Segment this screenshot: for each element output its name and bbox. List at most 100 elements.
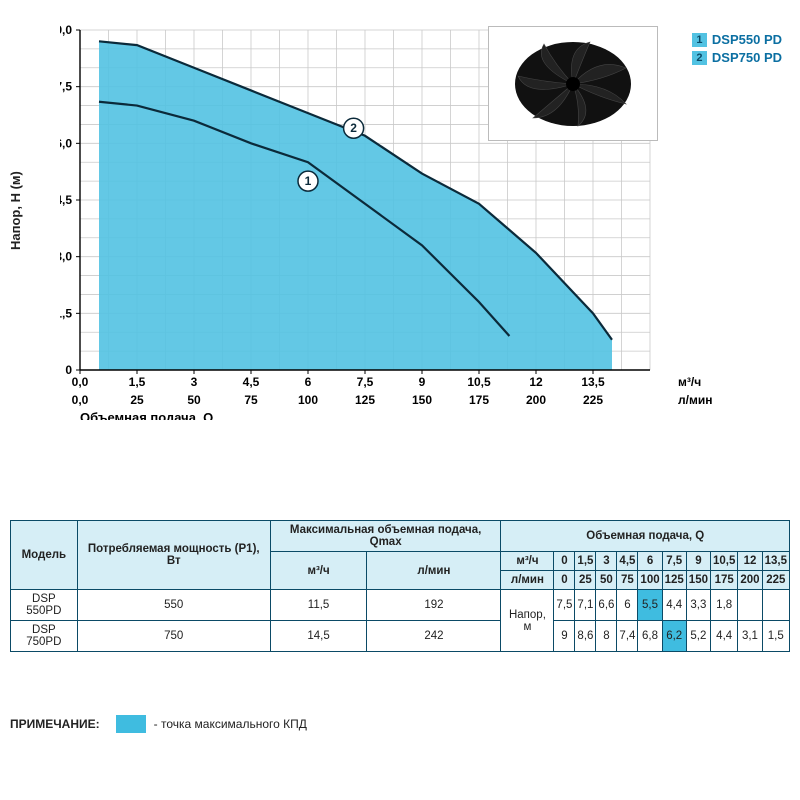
svg-text:150: 150 — [412, 393, 432, 407]
svg-text:л/мин: л/мин — [678, 393, 712, 407]
td-head-val: 3,3 — [686, 590, 710, 621]
th-m3h: м³/ч — [501, 552, 554, 571]
svg-text:12: 12 — [529, 375, 543, 389]
svg-text:125: 125 — [355, 393, 375, 407]
th-flow-lmin-val: 150 — [686, 571, 710, 590]
th-power: Потребляемая мощность (P1), Вт — [77, 521, 270, 590]
td-qmax-m3h: 11,5 — [270, 590, 367, 621]
td-head-val: 6,8 — [638, 621, 662, 652]
svg-text:9: 9 — [419, 375, 426, 389]
legend-num-1: 1 — [692, 33, 707, 47]
svg-text:25: 25 — [130, 393, 144, 407]
note-label: ПРИМЕЧАНИЕ: — [10, 717, 100, 731]
td-head-val: 9 — [554, 621, 575, 652]
svg-text:3,0: 3,0 — [60, 250, 72, 264]
note: ПРИМЕЧАНИЕ: - точка максимального КПД — [10, 715, 307, 733]
td-head-val: 4,4 — [710, 621, 737, 652]
svg-text:0,0: 0,0 — [72, 393, 89, 407]
note-text: - точка максимального КПД — [154, 717, 307, 731]
th-qmax: Максимальная объемная подача, Qmax — [270, 521, 501, 552]
th-qmax-lmin: л/мин — [367, 552, 501, 590]
td-head-val: 5,5 — [638, 590, 662, 621]
svg-text:3: 3 — [191, 375, 198, 389]
svg-text:100: 100 — [298, 393, 318, 407]
th-flow-lmin-val: 75 — [617, 571, 638, 590]
svg-text:9,0: 9,0 — [60, 23, 72, 37]
svg-text:6,0: 6,0 — [60, 136, 72, 150]
td-head-val: 6,2 — [662, 621, 686, 652]
svg-text:10,5: 10,5 — [467, 375, 491, 389]
th-flow-m3h-val: 6 — [638, 552, 662, 571]
svg-text:75: 75 — [244, 393, 258, 407]
td-head-val: 6,6 — [596, 590, 617, 621]
svg-text:7,5: 7,5 — [60, 80, 72, 94]
svg-text:м³/ч: м³/ч — [678, 375, 701, 389]
td-head-val — [762, 590, 789, 621]
th-flow-lmin-val: 50 — [596, 571, 617, 590]
th-model: Модель — [11, 521, 78, 590]
th-lmin: л/мин — [501, 571, 554, 590]
td-model: DSP 750PD — [11, 621, 78, 652]
th-flow-m3h-val: 9 — [686, 552, 710, 571]
th-flow-lmin-val: 125 — [662, 571, 686, 590]
svg-text:6: 6 — [305, 375, 312, 389]
td-qmax-lmin: 242 — [367, 621, 501, 652]
td-qmax-lmin: 192 — [367, 590, 501, 621]
th-flow-m3h-val: 3 — [596, 552, 617, 571]
note-swatch — [116, 715, 146, 733]
th-flow-m3h-val: 7,5 — [662, 552, 686, 571]
th-flow-m3h-val: 4,5 — [617, 552, 638, 571]
td-head-label: Напор, м — [501, 590, 554, 652]
th-flow-m3h-val: 0 — [554, 552, 575, 571]
svg-text:4,5: 4,5 — [60, 193, 72, 207]
legend-item-1: 1 DSP550 PD — [692, 32, 782, 47]
th-flow-lmin-val: 100 — [638, 571, 662, 590]
svg-text:1,5: 1,5 — [60, 306, 72, 320]
data-table: МодельПотребляемая мощность (P1), ВтМакс… — [10, 520, 790, 652]
th-flow-lmin-val: 200 — [738, 571, 762, 590]
y-axis-label: Напор, Н (м) — [8, 171, 23, 250]
td-head-val: 3,1 — [738, 621, 762, 652]
td-head-val: 7,5 — [554, 590, 575, 621]
th-flow-m3h-val: 10,5 — [710, 552, 737, 571]
td-model: DSP 550PD — [11, 590, 78, 621]
svg-text:50: 50 — [187, 393, 201, 407]
svg-text:175: 175 — [469, 393, 489, 407]
svg-text:2: 2 — [350, 121, 357, 135]
impeller-image-box — [488, 26, 658, 141]
svg-text:225: 225 — [583, 393, 603, 407]
td-qmax-m3h: 14,5 — [270, 621, 367, 652]
data-table-wrap: МодельПотребляемая мощность (P1), ВтМакс… — [10, 520, 790, 652]
th-flow-m3h-val: 13,5 — [762, 552, 789, 571]
th-flow-lmin-val: 0 — [554, 571, 575, 590]
td-head-val: 7,4 — [617, 621, 638, 652]
th-flow-lmin-val: 25 — [575, 571, 596, 590]
td-head-val: 8,6 — [575, 621, 596, 652]
td-head-val: 5,2 — [686, 621, 710, 652]
legend-label-1: DSP550 PD — [712, 32, 782, 47]
td-power: 550 — [77, 590, 270, 621]
svg-text:Объемная подача, Q: Объемная подача, Q — [80, 410, 213, 420]
td-head-val: 4,4 — [662, 590, 686, 621]
svg-text:200: 200 — [526, 393, 546, 407]
svg-text:1: 1 — [305, 174, 312, 188]
legend: 1 DSP550 PD 2 DSP750 PD — [692, 32, 782, 68]
td-head-val: 8 — [596, 621, 617, 652]
legend-num-2: 2 — [692, 51, 707, 65]
td-head-val: 1,5 — [762, 621, 789, 652]
td-power: 750 — [77, 621, 270, 652]
svg-text:0,0: 0,0 — [72, 375, 89, 389]
th-flow-m3h-val: 12 — [738, 552, 762, 571]
legend-label-2: DSP750 PD — [712, 50, 782, 65]
th-flow-m3h-val: 1,5 — [575, 552, 596, 571]
svg-text:1,5: 1,5 — [129, 375, 146, 389]
svg-text:13,5: 13,5 — [581, 375, 605, 389]
svg-text:7,5: 7,5 — [357, 375, 374, 389]
th-flow-lmin-val: 225 — [762, 571, 789, 590]
td-head-val: 1,8 — [710, 590, 737, 621]
td-head-val: 6 — [617, 590, 638, 621]
svg-text:4,5: 4,5 — [243, 375, 260, 389]
td-head-val: 7,1 — [575, 590, 596, 621]
th-qmax-m3h: м³/ч — [270, 552, 367, 590]
impeller-icon — [508, 36, 638, 131]
